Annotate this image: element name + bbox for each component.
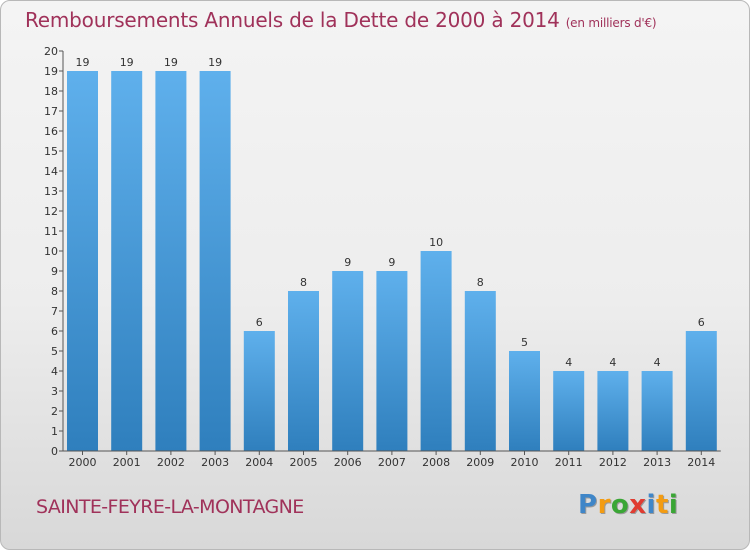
y-tick-label: 8: [51, 285, 58, 298]
x-tick-label: 2010: [511, 456, 539, 469]
y-tick-label: 20: [44, 45, 58, 58]
x-tick-label: 2009: [466, 456, 494, 469]
x-tick-label: 2012: [599, 456, 627, 469]
bar-value-label: 5: [521, 336, 528, 349]
y-tick-label: 3: [51, 385, 58, 398]
logo-letter: r: [597, 490, 611, 520]
chart-title: Remboursements Annuels de la Dette de 20…: [25, 8, 657, 32]
title-text: Remboursements Annuels de la Dette de 20…: [25, 8, 560, 32]
bar-value-label: 8: [477, 276, 484, 289]
y-tick-label: 12: [44, 205, 58, 218]
bar-2006: [332, 271, 364, 451]
bar-2011: [553, 371, 585, 451]
bar-value-label: 10: [429, 236, 443, 249]
bar-2007: [376, 271, 408, 451]
proxiti-logo: Proxiti: [578, 490, 678, 520]
x-tick-label: 2001: [113, 456, 141, 469]
x-tick-label: 2008: [422, 456, 450, 469]
bar-value-label: 4: [609, 356, 616, 369]
bar-2014: [685, 331, 717, 451]
x-tick-label: 2005: [290, 456, 318, 469]
bar-value-label: 6: [256, 316, 263, 329]
logo-letter: t: [655, 490, 669, 520]
chart-subtitle: (en milliers d'€): [565, 16, 657, 30]
x-tick-label: 2004: [245, 456, 273, 469]
logo-letter: x: [629, 490, 647, 520]
y-tick-label: 17: [44, 105, 58, 118]
y-tick-label: 4: [51, 365, 58, 378]
bar-value-label: 19: [120, 56, 134, 69]
bar-value-label: 9: [388, 256, 395, 269]
bar-2008: [420, 251, 452, 451]
x-tick-label: 2006: [334, 456, 362, 469]
bar-value-label: 19: [164, 56, 178, 69]
y-tick-label: 5: [51, 345, 58, 358]
bar-value-label: 4: [654, 356, 661, 369]
bar-2010: [509, 351, 540, 451]
logo-letter: i: [668, 490, 679, 520]
bar-2009: [464, 291, 496, 451]
y-tick-label: 13: [44, 185, 58, 198]
x-tick-label: 2011: [555, 456, 583, 469]
bar-2004: [243, 331, 275, 451]
x-tick-label: 2000: [69, 456, 97, 469]
y-tick-label: 15: [44, 145, 58, 158]
bar-value-label: 4: [565, 356, 572, 369]
bar-2005: [288, 291, 319, 451]
x-tick-label: 2002: [157, 456, 185, 469]
bar-value-label: 6: [698, 316, 705, 329]
bar-2013: [641, 371, 673, 451]
bar-value-label: 8: [300, 276, 307, 289]
y-tick-label: 19: [44, 65, 58, 78]
bar-2001: [111, 71, 143, 451]
bar-2000: [67, 71, 98, 451]
x-tick-label: 2007: [378, 456, 406, 469]
bar-value-label: 9: [344, 256, 351, 269]
y-tick-label: 16: [44, 125, 58, 138]
bar-value-label: 19: [208, 56, 222, 69]
bar-value-label: 19: [76, 56, 90, 69]
logo-letter: i: [646, 490, 656, 520]
y-tick-label: 9: [51, 265, 58, 278]
commune-name: SAINTE-FEYRE-LA-MONTAGNE: [36, 496, 304, 518]
bar-2012: [597, 371, 629, 451]
y-tick-label: 0: [51, 445, 58, 458]
y-tick-label: 1: [51, 425, 58, 438]
y-tick-label: 6: [51, 325, 58, 338]
x-tick-label: 2014: [687, 456, 715, 469]
y-tick-label: 14: [44, 165, 58, 178]
y-tick-label: 11: [44, 225, 58, 238]
logo-letter: o: [610, 490, 630, 520]
y-tick-label: 7: [51, 305, 58, 318]
logo-letter: P: [578, 490, 598, 520]
y-tick-label: 18: [44, 85, 58, 98]
x-tick-label: 2013: [643, 456, 671, 469]
bar-2003: [199, 71, 231, 451]
x-tick-label: 2003: [201, 456, 229, 469]
bar-2002: [155, 71, 187, 451]
y-tick-label: 2: [51, 405, 58, 418]
y-tick-label: 10: [44, 245, 58, 258]
